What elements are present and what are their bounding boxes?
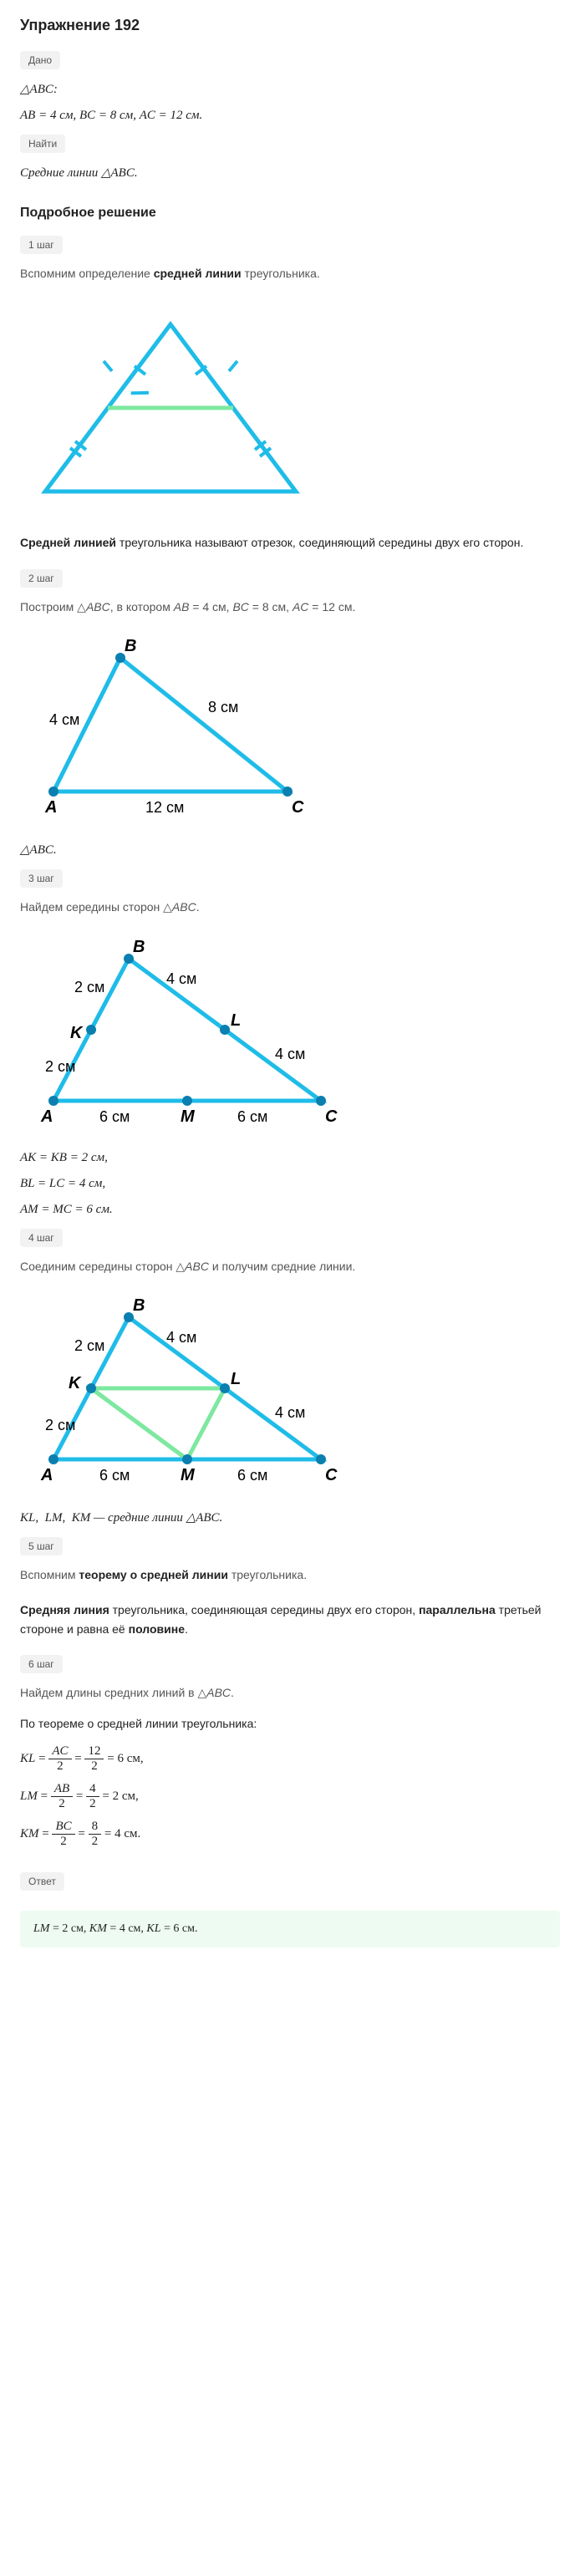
step-4-text: Соединим середины сторон △ABC и получим … [20, 1257, 560, 1275]
find-tag: Найти [20, 135, 65, 153]
answer-tag: Ответ [20, 1872, 64, 1891]
svg-text:6 см: 6 см [237, 1467, 267, 1484]
formula-kl: KL = AC2 = 122 = 6 см, [20, 1744, 560, 1774]
step-1-tag: 1 шаг [20, 236, 63, 254]
step-1-text: Вспомним определение средней линии треуг… [20, 264, 560, 283]
answer-box: LM = 2 см, KM = 4 см, KL = 6 см. [20, 1911, 560, 1947]
step-6-text: Найдем длины средних линий в △ABC. [20, 1683, 560, 1702]
svg-text:A: A [40, 1107, 53, 1126]
svg-text:C: C [325, 1466, 338, 1484]
label-A: A [44, 798, 57, 817]
figure-3: A B C K L M 2 см 2 см 4 см 4 см 6 см 6 с… [20, 934, 560, 1134]
label-B: B [125, 637, 136, 655]
theorem-text: Средняя линия треугольника, соединяющая … [20, 1601, 560, 1638]
step-5-text: Вспомним теорему о средней линии треугол… [20, 1565, 560, 1584]
svg-text:L: L [231, 1370, 241, 1388]
step-5-tag: 5 шаг [20, 1537, 63, 1555]
midpoint-2: BL = LC = 4 см, [20, 1177, 560, 1191]
solution-heading: Подробное решение [20, 206, 560, 221]
label-C: C [292, 798, 304, 817]
svg-text:4 см: 4 см [166, 1329, 196, 1346]
step-2-text: Построим △ABC, в котором AB = 4 см, BC =… [20, 598, 560, 616]
svg-text:B: B [133, 938, 145, 956]
svg-text:M: M [181, 1466, 196, 1484]
svg-text:2 см: 2 см [45, 1058, 75, 1075]
given-line-1: △ABC: [20, 81, 560, 97]
midpoint-3: AM = MC = 6 см. [20, 1203, 560, 1217]
triangle-caption: △ABC. [20, 842, 560, 858]
label-AC: 12 см [145, 799, 184, 816]
formula-km: KM = BC2 = 82 = 4 см. [20, 1820, 560, 1849]
svg-text:K: K [69, 1374, 82, 1392]
step-6-tag: 6 шаг [20, 1655, 63, 1673]
svg-text:2 см: 2 см [74, 979, 104, 995]
svg-text:K: K [70, 1024, 84, 1042]
figure-2: A B C 4 см 8 см 12 см [20, 633, 560, 825]
svg-text:2 см: 2 см [74, 1337, 104, 1354]
exercise-title: Упражнение 192 [20, 17, 560, 34]
given-tag: Дано [20, 51, 60, 69]
label-AB: 4 см [49, 711, 79, 728]
svg-text:A: A [40, 1466, 53, 1484]
svg-text:6 см: 6 см [99, 1467, 130, 1484]
svg-text:C: C [325, 1107, 338, 1126]
find-line: Средние линии △ABC. [20, 165, 560, 181]
svg-text:4 см: 4 см [275, 1046, 305, 1062]
midlines-caption: KL, LM, KM — средние линии △ABC. [20, 1509, 560, 1525]
svg-text:4 см: 4 см [166, 970, 196, 987]
svg-text:2 см: 2 см [45, 1417, 75, 1433]
figure-1 [20, 299, 560, 517]
midpoint-1: AK = KB = 2 см, [20, 1151, 560, 1165]
step-4-tag: 4 шаг [20, 1229, 63, 1247]
svg-text:B: B [133, 1296, 145, 1315]
theorem-intro: По теореме о средней линии треугольника: [20, 1714, 560, 1733]
step-3-text: Найдем середины сторон △ABC. [20, 898, 560, 916]
svg-text:4 см: 4 см [275, 1404, 305, 1421]
given-line-2: AB = 4 см, BC = 8 см, AC = 12 см. [20, 109, 560, 123]
midline-definition: Средней линией треугольника называют отр… [20, 533, 560, 552]
step-2-tag: 2 шаг [20, 569, 63, 588]
svg-text:6 см: 6 см [99, 1108, 130, 1125]
formula-lm: LM = AB2 = 42 = 2 см, [20, 1782, 560, 1811]
svg-text:M: M [181, 1107, 196, 1126]
label-BC: 8 см [208, 699, 238, 715]
svg-text:L: L [231, 1011, 241, 1030]
step-3-tag: 3 шаг [20, 869, 63, 888]
figure-4: A B C K L M 2 см 2 см 4 см 4 см 6 см 6 с… [20, 1292, 560, 1493]
svg-text:6 см: 6 см [237, 1108, 267, 1125]
